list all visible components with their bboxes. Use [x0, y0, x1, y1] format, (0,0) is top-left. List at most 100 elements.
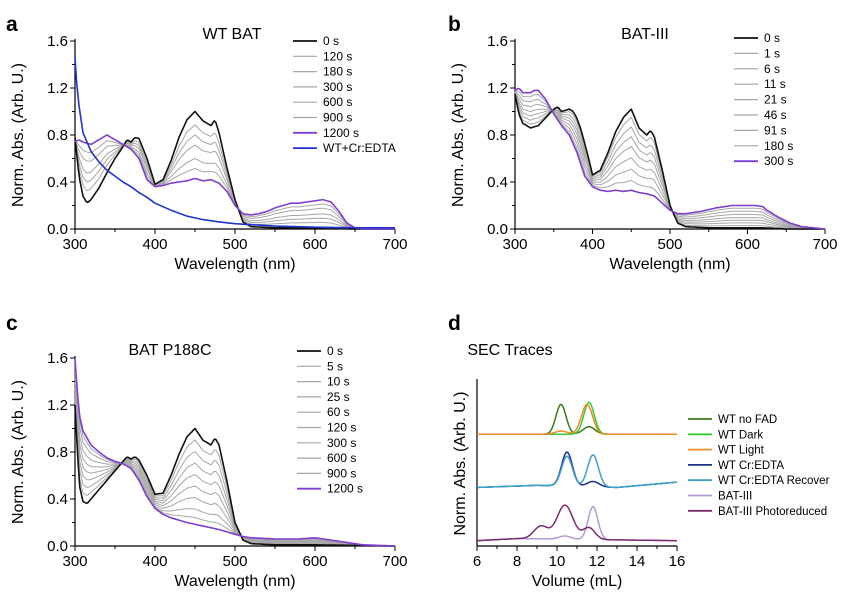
panel-a: a WT BAT 300 400 500 600 700 0.0 0.4 0.8 1.2 1.6 Wav…: [6, 13, 408, 273]
legend-label: 5 s: [327, 359, 343, 373]
y-tick-label: 0.4: [47, 174, 68, 191]
x-tick-label: 300: [62, 553, 87, 570]
x-tick-label: 10: [549, 553, 566, 570]
x-tick-label: 500: [222, 236, 247, 253]
panel-b: b BAT-III 300 400 500 600 700 0.0 0.4 0.8 1.2 1.6 Wa…: [448, 13, 838, 273]
series-line-wt-light: [477, 403, 677, 435]
legend-label: 120 s: [323, 49, 352, 63]
y-tick-label: 0.0: [47, 221, 68, 238]
panel-c: c BAT P188C 300 400 500 600 700 0.0 0.4 0.8 1.2 1.6…: [6, 312, 408, 590]
y-tick-label: 0.8: [47, 127, 68, 144]
legend-label: 600 s: [323, 95, 352, 109]
chart-title: BAT-III: [621, 26, 669, 43]
legend-label: 11 s: [764, 77, 786, 91]
y-tick-label: 1.2: [47, 80, 68, 97]
legend-label: BAT-III Photoreduced: [718, 506, 827, 518]
legend-label: 21 s: [764, 93, 787, 107]
x-tick-label: 6: [473, 553, 481, 570]
legend-label: WT+Cr:EDTA: [323, 141, 396, 155]
x-tick-label: 500: [657, 236, 682, 253]
legend-label: 0 s: [764, 31, 780, 45]
legend-label: BAT-III: [718, 491, 752, 503]
legend-label: 25 s: [327, 390, 350, 404]
series-line-bat-iii: [476, 505, 677, 542]
legend-label: 300 s: [327, 436, 356, 450]
panel-letter-c: c: [6, 312, 18, 335]
legend-label: 91 s: [764, 123, 787, 137]
legend-label: 180 s: [764, 139, 793, 153]
x-axis-title: Volume (mL): [532, 573, 623, 590]
y-axis-title: Norm. Abs. (Arb. U.): [10, 63, 27, 207]
series-line-wt-no-fad: [477, 403, 677, 435]
x-tick-label: 600: [735, 236, 760, 253]
series-line-wt-cr-edta-recover: [476, 454, 678, 489]
series-group: [514, 87, 826, 230]
legend-label: 600 s: [327, 451, 356, 465]
legend-label: 300 s: [323, 80, 352, 94]
y-axis-title: Norm. Abs. (Arb. U.): [450, 63, 467, 207]
legend-label: 60 s: [327, 405, 350, 419]
panel-letter-b: b: [448, 13, 461, 36]
legend-label: 1200 s: [327, 482, 363, 496]
y-tick-label: 1.6: [487, 33, 508, 50]
panel-d: d SEC Traces 6 8 10 12 14 16 Volume (mL) Norm. Ab…: [448, 312, 830, 590]
x-tick-label: 8: [513, 553, 521, 570]
legend-label: WT Dark: [718, 429, 763, 441]
y-tick-label: 0.8: [487, 127, 508, 144]
series-line-1200-s: [74, 134, 395, 230]
y-tick-label: 1.6: [47, 350, 68, 367]
legend: WT no FAD WT Dark WT Light WT Cr:EDTA WT Cr:…: [688, 414, 830, 518]
x-tick-label: 400: [142, 553, 167, 570]
series-line-0-s: [74, 110, 395, 230]
x-tick-label: 500: [222, 553, 247, 570]
x-tick-label: 300: [62, 236, 87, 253]
x-tick-label: 700: [382, 236, 407, 253]
legend-label: 6 s: [764, 62, 780, 76]
x-tick-label: 14: [629, 553, 646, 570]
legend-label: 10 s: [327, 375, 350, 389]
y-tick-label: 1.2: [487, 80, 508, 97]
legend-label: 900 s: [327, 466, 356, 480]
series-line-wt-cr-edta: [74, 57, 395, 229]
legend-label: WT Cr:EDTA: [718, 460, 784, 472]
x-tick-label: 600: [302, 236, 327, 253]
legend-label: WT Light: [718, 445, 765, 457]
series-group: [476, 401, 678, 542]
x-axis-title: Wavelength (nm): [174, 573, 295, 590]
legend-label: 46 s: [764, 108, 787, 122]
legend-label: WT no FAD: [718, 414, 777, 426]
y-tick-label: 1.6: [47, 33, 68, 50]
legend-label: 0 s: [323, 34, 339, 48]
legend-label: 900 s: [323, 111, 352, 125]
y-axis-title: Norm. Abs. (Arb. U.): [452, 391, 469, 535]
x-tick-label: 400: [142, 236, 167, 253]
chart-title: BAT P188C: [128, 342, 211, 359]
series-line-0-s: [74, 404, 395, 547]
y-tick-label: 0.0: [487, 221, 508, 238]
x-tick-label: 400: [580, 236, 605, 253]
y-axis-title: Norm. Abs. (Arb. U.): [10, 380, 27, 524]
y-tick-label: 0.8: [47, 444, 68, 461]
x-axis-title: Wavelength (nm): [609, 256, 730, 273]
legend-label: 0 s: [327, 344, 343, 358]
legend-label: 180 s: [323, 65, 352, 79]
legend-label: 120 s: [327, 421, 356, 435]
x-tick-label: 700: [812, 236, 837, 253]
series-group: [74, 357, 396, 547]
series-line-1200-s: [74, 357, 396, 547]
x-tick-label: 16: [669, 553, 686, 570]
x-tick-label: 700: [382, 553, 407, 570]
y-tick-label: 1.2: [47, 397, 68, 414]
legend-label: WT Cr:EDTA Recover: [718, 475, 830, 487]
legend-label: 300 s: [764, 154, 793, 168]
x-axis-title: Wavelength (nm): [174, 256, 295, 273]
series-line-300-s: [514, 87, 826, 230]
legend-label: 1200 s: [323, 126, 359, 140]
legend-label: 1 s: [764, 46, 780, 60]
chart-title: SEC Traces: [467, 342, 552, 359]
chart-title: WT BAT: [203, 26, 262, 43]
